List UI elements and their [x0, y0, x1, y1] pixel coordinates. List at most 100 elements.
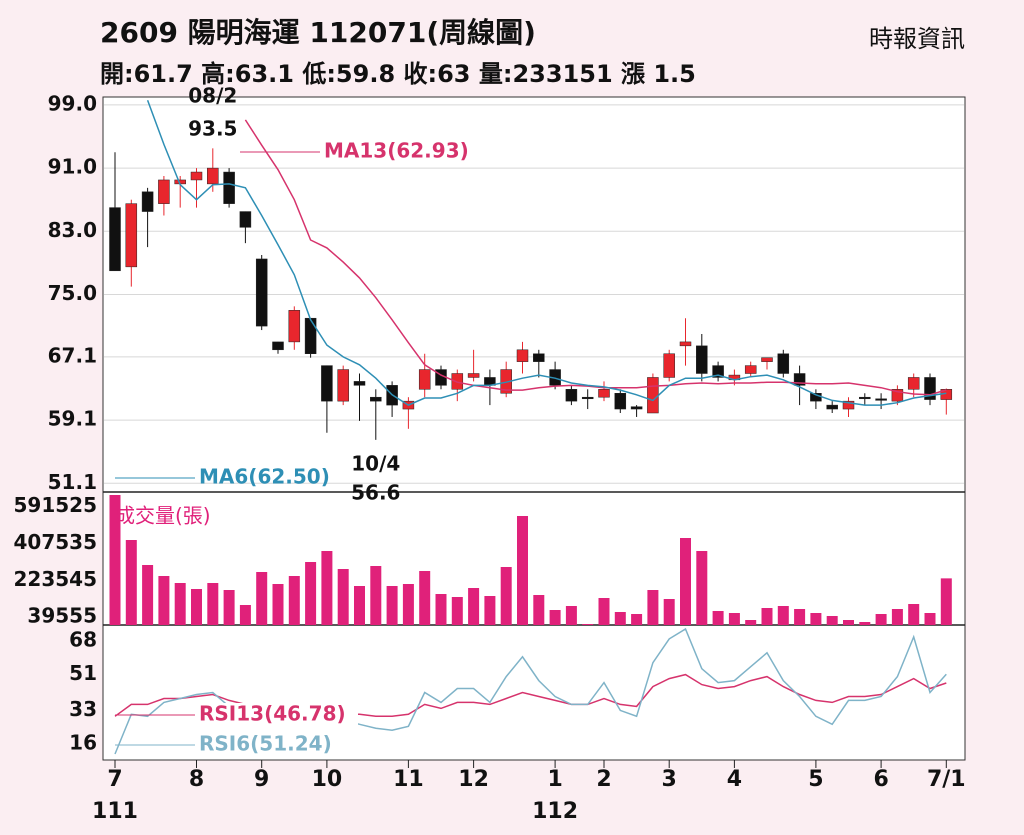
annotation-value: 93.5 [188, 117, 237, 141]
candle-body [533, 353, 545, 362]
x-tick-label: 10 [312, 767, 343, 792]
volume-bar [207, 583, 219, 625]
candle-body [565, 389, 578, 402]
volume-bar [468, 588, 480, 625]
volume-bar [663, 599, 675, 625]
y-tick-label: 16 [69, 731, 97, 755]
candle-body [255, 258, 268, 327]
volume-bar [158, 576, 170, 625]
x-tick-label: 9 [254, 767, 269, 792]
plot-area [102, 96, 966, 761]
x-tick-label: 5 [808, 767, 823, 792]
y-tick-label: 407535 [14, 530, 98, 554]
candle-body [581, 396, 594, 400]
annotation-value: 56.6 [351, 481, 400, 505]
x-tick-label: 7/1 [927, 767, 966, 792]
volume-bar [745, 620, 757, 625]
candle-body [353, 381, 366, 386]
volume-bar [843, 620, 854, 625]
volume-bar [875, 614, 887, 625]
volume-bar [696, 551, 708, 625]
volume-bar [598, 598, 610, 625]
candle-body [158, 179, 170, 204]
legend-label: RSI13(46.78) [199, 702, 346, 726]
candle-body [321, 365, 333, 402]
volume-bar [826, 616, 838, 625]
volume-bar [810, 613, 822, 625]
candle-body [125, 203, 138, 268]
volume-bar [484, 596, 496, 625]
volume-bar [419, 571, 431, 625]
candle-body [223, 171, 235, 204]
candle-body [304, 317, 317, 355]
quote-line: 開:61.7 高:63.1 低:59.8 收:63 量:233151 漲 1.5 [100, 60, 696, 88]
panel-title: 成交量(張) [115, 504, 211, 528]
legend-label: MA13(62.93) [324, 139, 469, 163]
volume-bar [337, 569, 349, 625]
volume-bar [647, 590, 659, 625]
volume-bar [354, 586, 365, 625]
x-tick-label: 8 [189, 767, 204, 792]
volume-bar [891, 609, 903, 625]
candle-body [141, 191, 154, 212]
volume-bar [256, 572, 268, 625]
y-tick-label: 75.0 [48, 281, 97, 305]
y-tick-label: 223545 [14, 567, 98, 591]
line [146, 99, 947, 406]
candle-body [712, 365, 724, 378]
volume-bar [191, 589, 202, 625]
volume-bar [859, 622, 871, 625]
y-tick-label: 83.0 [48, 218, 97, 242]
source: 時報資訊 [869, 25, 965, 53]
candle-body [288, 310, 301, 343]
x-tick-label: 12 [458, 767, 489, 792]
legend-label: RSI6(51.24) [199, 732, 332, 756]
volume-bar [435, 594, 447, 625]
candle-body [793, 373, 806, 386]
x-tick-label: 3 [662, 767, 677, 792]
candle-body [239, 211, 252, 228]
volume-bar [288, 576, 300, 625]
candle-body [370, 396, 382, 402]
candle-body [467, 373, 480, 378]
volume-bar [549, 610, 561, 625]
volume-bar [728, 613, 740, 625]
candle-body [598, 389, 610, 398]
candle-body [418, 369, 431, 390]
volume-bar [631, 614, 643, 625]
y-tick-label: 99.0 [48, 91, 97, 115]
candle-body [272, 341, 284, 351]
candle-body [696, 345, 708, 374]
volume-bar [908, 604, 920, 625]
candle-body [842, 400, 855, 410]
candle-body [630, 406, 643, 410]
candle-body [337, 369, 349, 402]
volume-bar [761, 608, 773, 625]
volume-bar [321, 551, 333, 625]
candle-body [744, 365, 757, 374]
volume-bar [614, 612, 626, 625]
y-tick-label: 68 [69, 627, 97, 651]
x-tick-label: 11 [393, 767, 424, 792]
annotation-date: 10/4 [351, 452, 400, 476]
candle-body [907, 377, 920, 390]
candle-body [109, 207, 121, 272]
y-tick-label: 33 [69, 697, 97, 721]
x-tick-label: 2 [596, 767, 611, 792]
candle-body [207, 167, 219, 185]
volume-bar [777, 606, 789, 625]
year-label: 112 [532, 799, 578, 824]
volume-bar [924, 613, 936, 625]
candle-body [190, 171, 203, 181]
x-tick-label: 1 [547, 767, 562, 792]
volume-bar [109, 495, 121, 625]
volume-bar [142, 565, 154, 625]
volume-bar [517, 516, 528, 625]
volume-bar [712, 611, 724, 625]
candle-body [679, 341, 692, 347]
volume-bar [500, 567, 512, 625]
candle-body [859, 396, 871, 400]
volume-bar [239, 605, 251, 625]
volume-bar [174, 583, 186, 625]
